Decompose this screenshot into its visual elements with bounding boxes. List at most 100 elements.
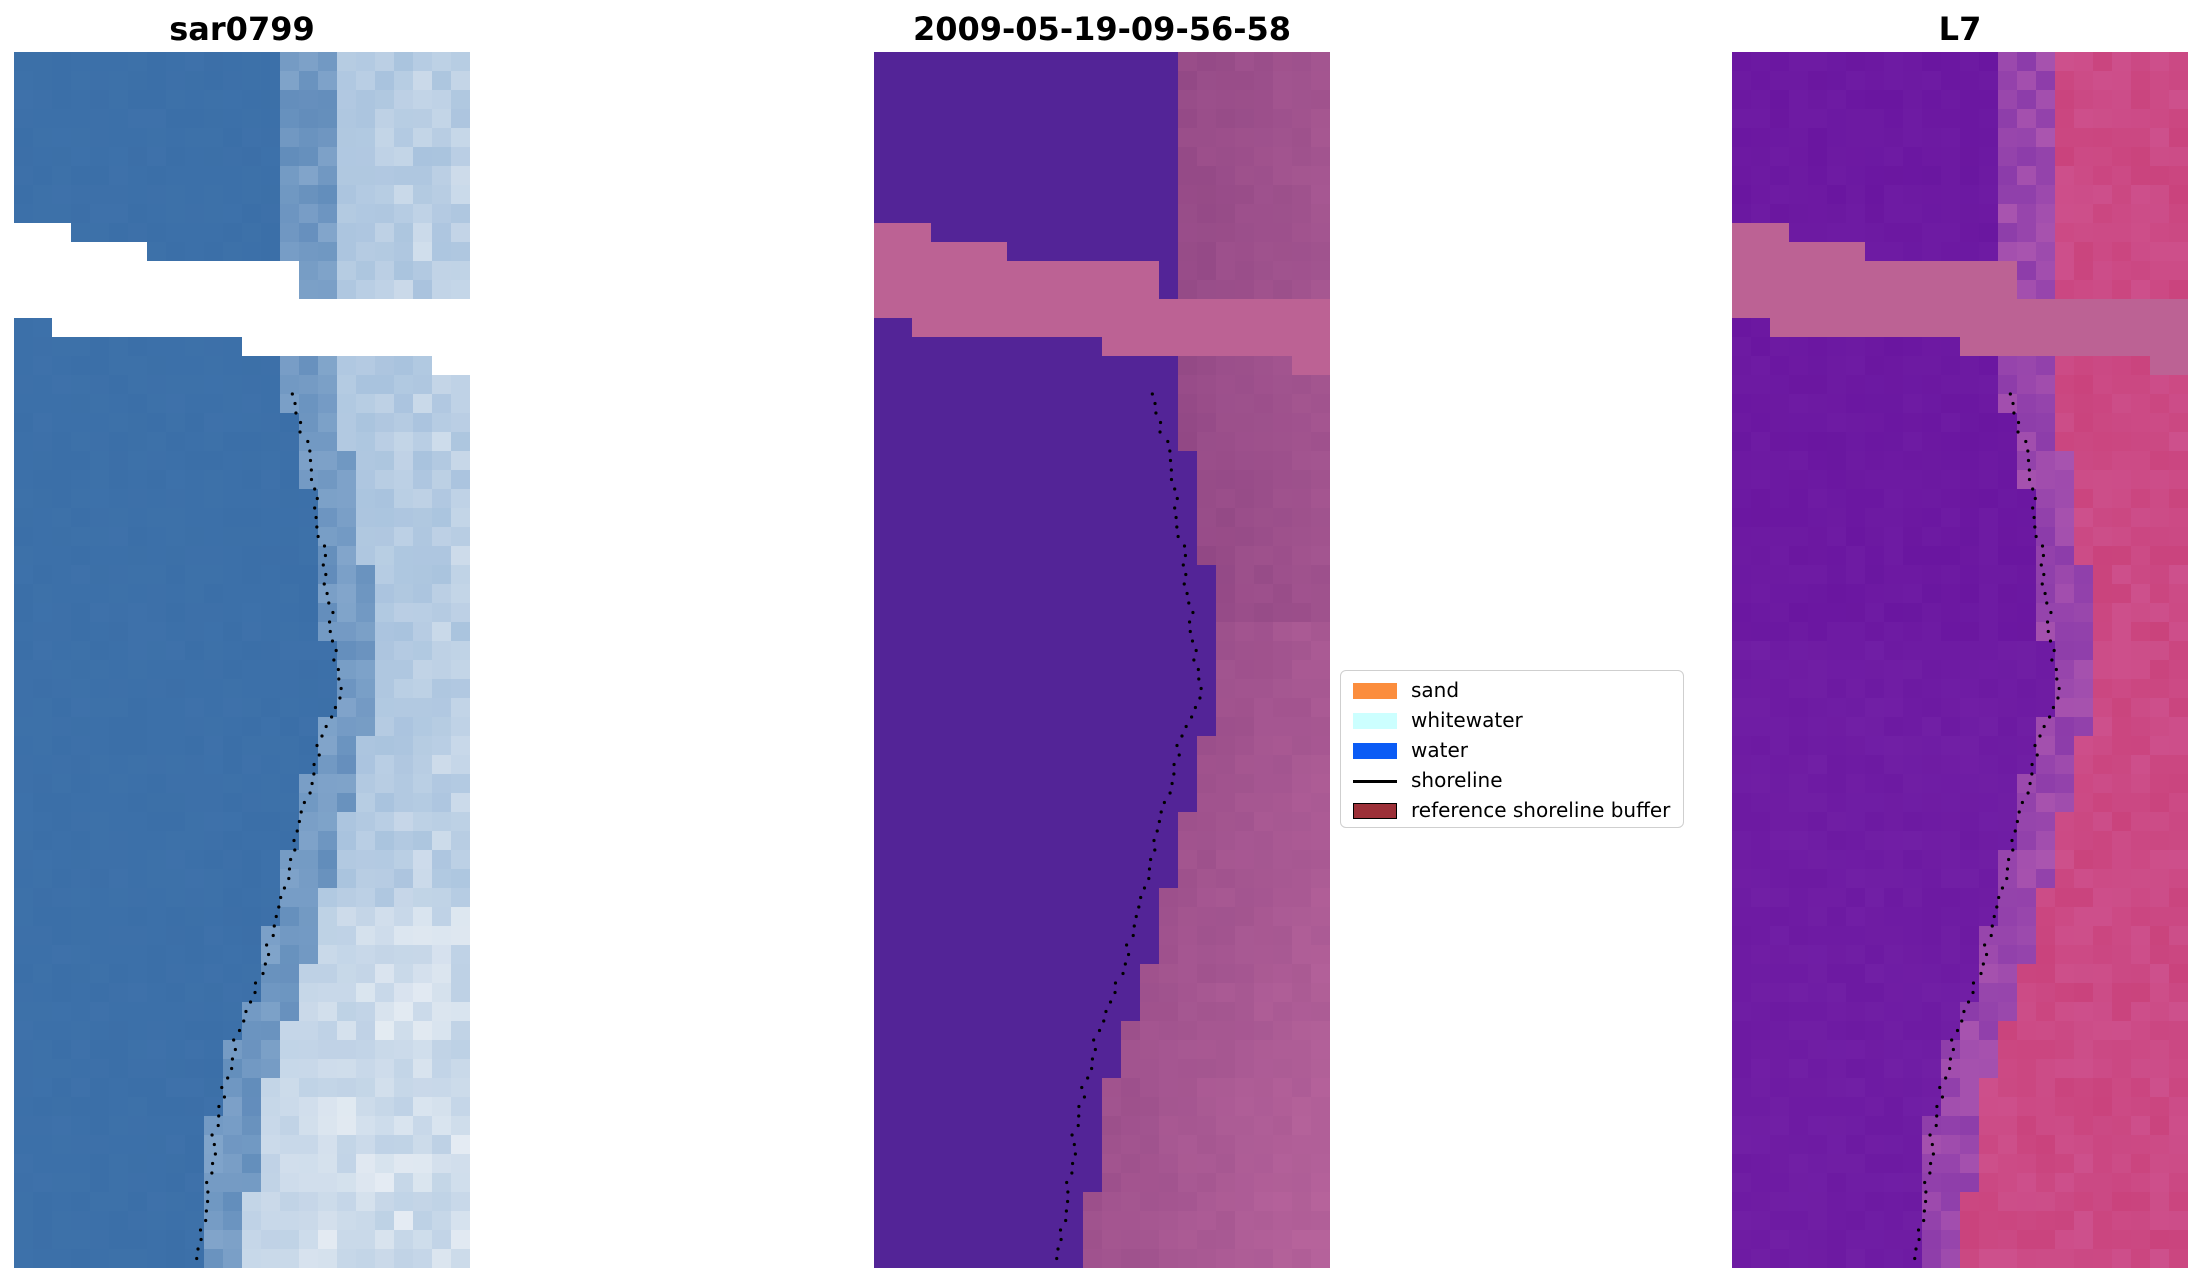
image-pixel [1941, 869, 1961, 889]
image-pixel [2093, 1021, 2113, 1041]
image-pixel [451, 489, 470, 509]
image-pixel [1732, 774, 1752, 794]
image-pixel [2169, 736, 2188, 756]
image-pixel [261, 679, 281, 699]
image-pixel [185, 1116, 205, 1136]
image-pixel [33, 1116, 53, 1136]
shoreline-point [2033, 743, 2037, 748]
image-pixel [90, 546, 110, 566]
image-pixel [166, 223, 186, 243]
image-pixel [969, 128, 989, 148]
image-pixel [128, 926, 148, 946]
image-pixel [1998, 546, 2018, 566]
image-pixel [394, 71, 414, 91]
image-pixel [2150, 565, 2170, 585]
image-pixel [261, 945, 281, 965]
image-pixel [1311, 318, 1330, 338]
image-pixel [375, 698, 395, 718]
image-pixel [2150, 679, 2170, 699]
image-pixel [242, 52, 262, 72]
image-pixel [356, 1135, 376, 1155]
image-pixel [874, 1173, 894, 1193]
image-pixel [1007, 717, 1027, 737]
image-pixel [1770, 945, 1790, 965]
image-pixel [1960, 736, 1980, 756]
image-pixel [2017, 527, 2037, 547]
image-pixel [2036, 603, 2056, 623]
image-pixel [2055, 1040, 2075, 1060]
legend-label-sand: sand [1411, 678, 1460, 702]
image-pixel [90, 926, 110, 946]
image-pixel [337, 375, 357, 395]
image-pixel [2074, 1021, 2094, 1041]
image-pixel [1064, 280, 1084, 300]
image-pixel [128, 679, 148, 699]
shoreline-point [339, 686, 343, 691]
image-pixel [318, 1154, 338, 1174]
image-pixel [1064, 166, 1084, 186]
image-pixel [1751, 223, 1771, 243]
image-pixel [2036, 451, 2056, 471]
image-pixel [432, 1002, 452, 1022]
image-pixel [1960, 831, 1980, 851]
image-pixel [1007, 641, 1027, 661]
image-pixel [1903, 736, 1923, 756]
image-pixel [1311, 565, 1330, 585]
image-pixel [185, 1021, 205, 1041]
shoreline-point [1093, 1047, 1097, 1052]
image-pixel [2131, 831, 2151, 851]
image-pixel [90, 451, 110, 471]
image-pixel [261, 318, 281, 338]
image-pixel [969, 964, 989, 984]
image-pixel [1998, 508, 2018, 528]
image-pixel [1789, 394, 1809, 414]
image-pixel [14, 242, 34, 262]
image-pixel [1808, 489, 1828, 509]
image-pixel [413, 1230, 433, 1250]
image-pixel [1903, 1211, 1923, 1231]
image-pixel [2131, 451, 2151, 471]
image-pixel [1178, 147, 1198, 167]
image-pixel [185, 869, 205, 889]
image-pixel [1140, 660, 1160, 680]
image-pixel [204, 831, 224, 851]
image-pixel [223, 223, 243, 243]
shoreline-point [244, 1009, 248, 1014]
image-pixel [988, 470, 1008, 490]
image-pixel [1121, 451, 1141, 471]
image-pixel [1273, 831, 1293, 851]
image-pixel [2150, 223, 2170, 243]
shoreline-point [1187, 601, 1191, 605]
image-pixel [1311, 185, 1330, 205]
image-pixel [1140, 546, 1160, 566]
image-pixel [1197, 945, 1217, 965]
image-pixel [242, 432, 262, 452]
image-pixel [1922, 831, 1942, 851]
image-pixel [280, 774, 300, 794]
image-pixel [2131, 280, 2151, 300]
image-pixel [1311, 166, 1330, 186]
image-pixel [2169, 812, 2188, 832]
image-pixel [2017, 470, 2037, 490]
image-pixel [1827, 166, 1847, 186]
image-pixel [432, 1116, 452, 1136]
image-pixel [874, 869, 894, 889]
image-pixel [1197, 394, 1217, 414]
image-pixel [893, 964, 913, 984]
image-pixel [2074, 52, 2094, 72]
image-pixel [1159, 679, 1179, 699]
image-pixel [1045, 375, 1065, 395]
image-pixel [1922, 470, 1942, 490]
image-pixel [1007, 1249, 1027, 1268]
image-pixel [1998, 907, 2018, 927]
image-pixel [299, 774, 319, 794]
image-pixel [1140, 489, 1160, 509]
image-pixel [14, 831, 34, 851]
image-pixel [2150, 1097, 2170, 1117]
image-pixel [1273, 1173, 1293, 1193]
image-pixel [931, 128, 951, 148]
image-pixel [318, 1097, 338, 1117]
image-pixel [950, 299, 970, 319]
image-pixel [375, 128, 395, 148]
image-pixel [1026, 90, 1046, 110]
